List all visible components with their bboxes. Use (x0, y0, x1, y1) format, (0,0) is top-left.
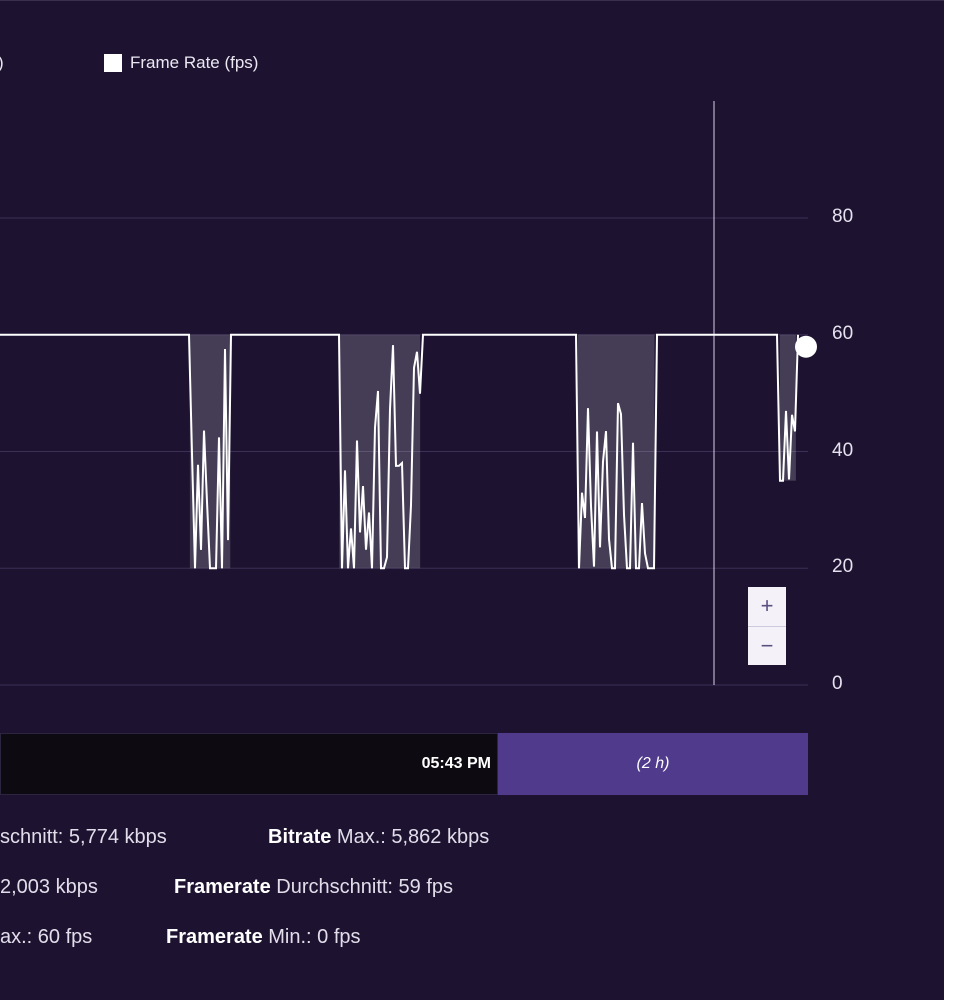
y-tick-label: 60 (832, 322, 854, 344)
time-navigator[interactable]: 05:43 PM (2 h) (0, 733, 808, 795)
legend-label: Frame Rate (fps) (130, 53, 259, 72)
stat-framerate-min: Framerate Min.: 0 fps (166, 926, 361, 948)
y-tick-label: 20 (832, 556, 854, 578)
zoom-out-button[interactable]: − (748, 625, 786, 666)
series-line-frame-rate (0, 333, 799, 570)
time-label: 05:43 PM (0, 733, 498, 795)
time-range-selector[interactable]: (2 h) (498, 733, 808, 795)
current-value-marker[interactable] (795, 335, 817, 358)
legend-swatch (104, 54, 122, 72)
y-tick-label: 80 (832, 206, 854, 227)
y-tick-label: 40 (832, 439, 854, 461)
stat-framerate-max: ax.: 60 fps (0, 926, 93, 948)
frame-rate-chart (0, 101, 817, 686)
legend-item-frame-rate[interactable]: Frame Rate (fps) (104, 53, 258, 73)
zoom-control[interactable]: + − (748, 587, 786, 665)
stat-framerate-avg: Framerate Durchschnitt: 59 fps (174, 876, 454, 898)
stat-bitrate-max: Bitrate Max.: 5,862 kbps (268, 826, 490, 848)
y-tick-label: 0 (832, 673, 843, 694)
zoom-in-button[interactable]: + (760, 593, 774, 619)
stat-bitrate-avg: schnitt: 5,774 kbps (0, 826, 167, 848)
stat-bitrate-min: 2,003 kbps (0, 876, 98, 898)
legend-item-cut: ) (0, 53, 4, 73)
